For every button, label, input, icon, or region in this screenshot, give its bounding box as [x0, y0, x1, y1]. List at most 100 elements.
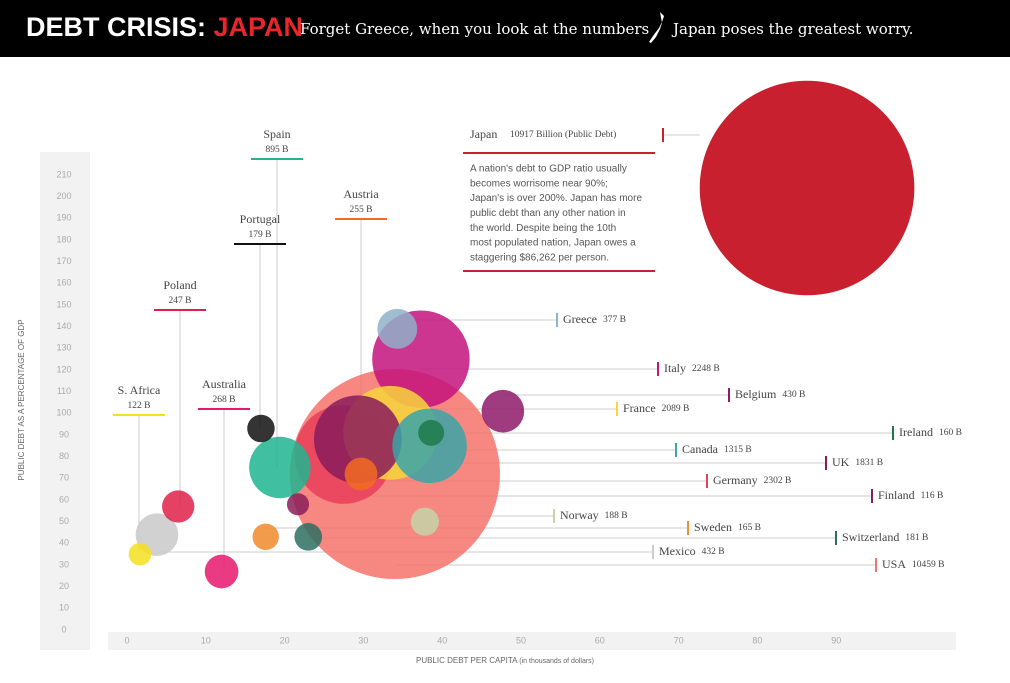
country-label: Switzerland 181 B	[842, 530, 928, 544]
country-value: 10459 B	[912, 560, 944, 570]
note-line: public debt than any other nation in	[470, 208, 626, 219]
japan-icon	[649, 12, 664, 43]
x-tick-label: 20	[280, 635, 290, 645]
note-line: the world. Despite being the 10th	[470, 223, 616, 234]
x-tick-label: 0	[124, 635, 129, 645]
bubble	[162, 490, 195, 523]
country-value: 165 B	[738, 523, 761, 533]
bubble	[128, 542, 152, 566]
country-label: Italy 2248 B	[664, 361, 720, 375]
y-tick-label: 130	[56, 343, 71, 353]
note-line: A nation's debt to GDP ratio usually	[470, 164, 627, 175]
y-tick-label: 180	[56, 234, 71, 244]
y-tick-label: 170	[56, 256, 71, 266]
country-label: Finland 116 B	[878, 488, 943, 502]
country-label: Belgium 430 B	[735, 387, 805, 401]
y-tick-label: 40	[59, 538, 69, 548]
x-axis-label-unit: (in thousands of dollars)	[519, 658, 594, 665]
bubble	[249, 436, 311, 499]
country-label: Greece 377 B	[563, 312, 626, 326]
note-line: most populated nation, Japan owes a	[470, 238, 636, 249]
country-name: Spain	[263, 127, 290, 141]
y-tick-label: 80	[59, 451, 69, 461]
y-tick-label: 190	[56, 213, 71, 223]
country-name: Poland	[163, 278, 196, 292]
country-label: Canada 1315 B	[682, 442, 752, 456]
y-tick-label: 200	[56, 191, 71, 201]
country-name: Sweden	[694, 520, 732, 534]
country-label: UK 1831 B	[832, 455, 883, 469]
country-value: 268 B	[213, 395, 236, 405]
y-tick-label: 100	[56, 408, 71, 418]
country-value: 2248 B	[692, 364, 720, 374]
country-label: USA 10459 B	[882, 557, 944, 571]
bubble	[481, 389, 525, 433]
country-name: Ireland	[899, 425, 933, 439]
country-value: 255 B	[350, 205, 373, 215]
country-label: Norway 188 B	[560, 508, 628, 522]
y-tick-label: 50	[59, 516, 69, 526]
country-name: UK	[832, 455, 850, 469]
country-label: France 2089 B	[623, 401, 689, 415]
bubble	[247, 414, 275, 443]
x-tick-label: 60	[595, 635, 605, 645]
bubble	[392, 408, 467, 484]
country-name: Austria	[343, 187, 379, 201]
country-name: Greece	[563, 312, 597, 326]
plot: 0102030405060708090100110120130140150160…	[56, 80, 962, 645]
country-name: France	[623, 401, 656, 415]
bubble	[294, 523, 323, 551]
title-main: DEBT CRISIS:	[26, 12, 214, 42]
country-name: Switzerland	[842, 530, 899, 544]
country-value: 247 B	[169, 296, 192, 306]
country-value: 116 B	[921, 491, 944, 501]
country-value: 1831 B	[855, 458, 883, 468]
country-value: 2089 B	[662, 404, 690, 414]
country-value: 1315 B	[724, 445, 752, 455]
country-name: Italy	[664, 361, 686, 375]
x-tick-label: 30	[358, 635, 368, 645]
note-line: becomes worrisome near 90%;	[470, 178, 608, 189]
bubble	[204, 554, 239, 589]
y-tick-label: 120	[56, 364, 71, 374]
x-axis-label: PUBLIC DEBT PER CAPITA (in thousands of …	[416, 656, 594, 665]
bubble	[252, 523, 279, 551]
y-tick-label: 10	[59, 603, 69, 613]
country-value: 895 B	[266, 145, 289, 155]
country-name: Mexico	[659, 544, 696, 558]
country-name: Australia	[202, 377, 247, 391]
bubble	[410, 507, 439, 536]
bubble	[699, 80, 915, 296]
country-name: Germany	[713, 473, 758, 487]
y-tick-label: 140	[56, 321, 71, 331]
bubble	[377, 308, 418, 349]
country-value: 2302 B	[764, 476, 792, 486]
country-label: Sweden 165 B	[694, 520, 761, 534]
x-tick-label: 50	[516, 635, 526, 645]
country-value: 430 B	[782, 390, 805, 400]
country-label: Germany 2302 B	[713, 473, 791, 487]
x-axis-band	[108, 632, 956, 650]
subtitle: Forget Greece, when you look at the numb…	[300, 20, 649, 38]
country-name: USA	[882, 557, 906, 571]
country-name: Belgium	[735, 387, 777, 401]
country-label: Mexico 432 B	[659, 544, 725, 558]
country-name: Norway	[560, 508, 599, 522]
country-name: Canada	[682, 442, 719, 456]
country-value: 181 B	[905, 533, 928, 543]
y-tick-label: 20	[59, 581, 69, 591]
bubble	[286, 493, 310, 516]
y-tick-label: 0	[61, 624, 66, 634]
country-value: 179 B	[249, 230, 272, 240]
japan-name: Japan	[470, 127, 497, 141]
x-tick-label: 40	[437, 635, 447, 645]
y-tick-label: 160	[56, 278, 71, 288]
y-tick-label: 110	[57, 386, 71, 396]
country-name: Finland	[878, 488, 915, 502]
note-line: Japan's is over 200%. Japan has more	[470, 193, 642, 204]
bubble	[344, 457, 378, 491]
subtitle-end: Japan poses the greatest worry.	[671, 20, 913, 38]
x-tick-label: 70	[674, 635, 684, 645]
x-tick-label: 90	[831, 635, 841, 645]
y-axis-label: PUBLIC DEBT AS A PERCENTAGE OF GDP	[17, 319, 26, 480]
